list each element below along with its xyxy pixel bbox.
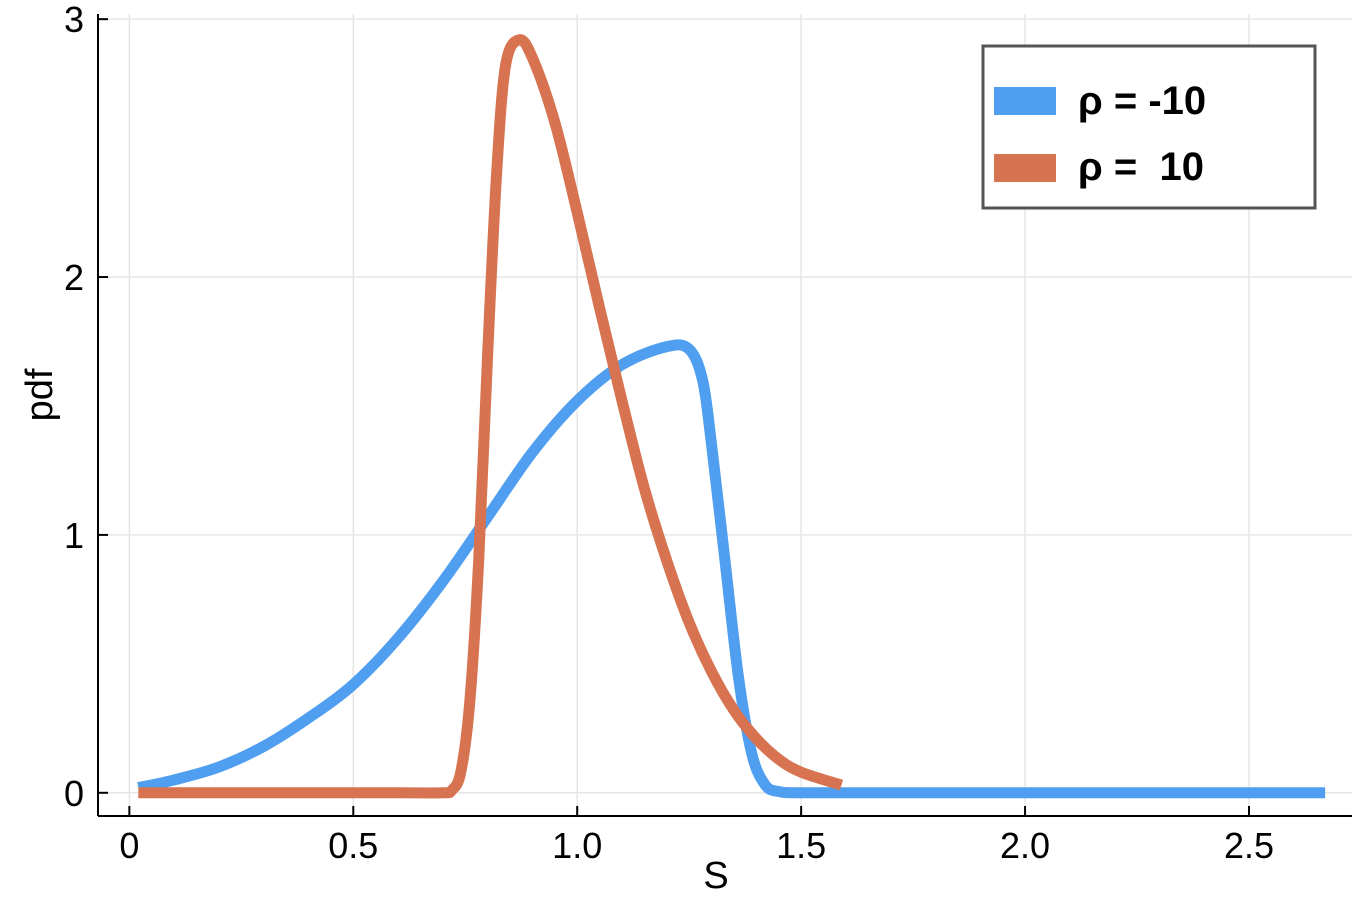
y-tick-label-1: 1 <box>64 515 84 556</box>
y-tick-label-3: 3 <box>64 0 84 40</box>
legend-swatch-rho-neg10 <box>994 87 1056 115</box>
y-axis-title: pdf <box>19 368 61 421</box>
x-tick-label-4: 2.0 <box>1000 825 1050 866</box>
legend-label-rho-pos10: ρ = 10 <box>1078 145 1204 189</box>
y-tick-label-0: 0 <box>64 773 84 814</box>
x-tick-label-1: 0.5 <box>328 825 378 866</box>
legend-swatch-rho-pos10 <box>994 154 1056 182</box>
x-tick-label-0: 0 <box>119 825 139 866</box>
ticks: 0 0.5 1.0 1.5 2.0 2.5 0 1 2 3 <box>64 0 1274 866</box>
series-lines <box>137 34 1326 799</box>
axes <box>97 14 1352 817</box>
x-tick-label-2: 1.0 <box>552 825 602 866</box>
series-line-0 <box>137 339 1326 799</box>
x-axis-title: S <box>703 855 728 897</box>
x-tick-label-5: 2.5 <box>1224 825 1274 866</box>
x-tick-label-3: 1.5 <box>776 825 826 866</box>
legend-label-rho-neg10: ρ = -10 <box>1078 79 1206 123</box>
series-line-1 <box>138 34 844 799</box>
legend: ρ = -10 ρ = 10 <box>981 44 1317 210</box>
y-tick-label-2: 2 <box>64 257 84 298</box>
